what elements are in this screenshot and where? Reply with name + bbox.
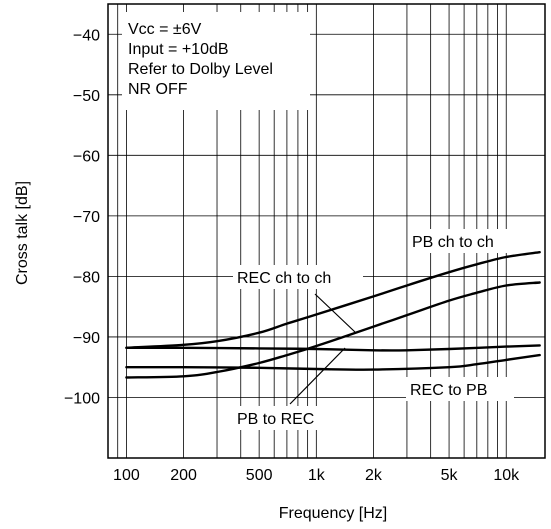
y-tick-label: −60 [73, 148, 100, 165]
y-tick-label: −50 [73, 88, 100, 105]
x-tick-label: 500 [246, 467, 273, 484]
plot-frame [107, 3, 546, 459]
condition-dolby: Refer to Dolby Level [128, 61, 273, 78]
x-tick-label: 2k [365, 467, 383, 484]
label-leader-lines [289, 293, 356, 405]
leader-pb-to-rec [289, 347, 346, 405]
x-axis-label: Frequency [Hz] [279, 505, 387, 522]
label-bg-pb-ch-to-ch [408, 229, 522, 253]
data-curves [125, 251, 541, 379]
condition-input: Input = +10dB [128, 41, 229, 58]
series-line-2 [125, 344, 541, 352]
series-line-3 [125, 353, 541, 371]
series-line-1 [125, 281, 541, 379]
label-rec-ch-to-ch: REC ch to ch [237, 270, 331, 287]
tick-labels: 100 200 500 1k 2k 5k 10k −40 −50 −60 −70 −80 −90 −100 [64, 27, 520, 484]
y-axis-label: Cross talk [dB] [14, 181, 31, 285]
label-bg-rec-ch-to-ch [233, 265, 363, 289]
x-tick-label: 100 [113, 467, 140, 484]
label-rec-to-pb: REC to PB [410, 382, 487, 399]
label-bg-rec-to-pb [406, 377, 514, 401]
condition-vcc: Vcc = ±6V [128, 21, 202, 38]
x-tick-label: 1k [308, 467, 326, 484]
label-pb-ch-to-ch: PB ch to ch [412, 234, 494, 251]
y-tick-label: −70 [73, 209, 100, 226]
x-tick-label: 200 [170, 467, 197, 484]
label-bg-pb-to-rec [233, 406, 341, 430]
y-tick-label: −90 [73, 330, 100, 347]
series-line-0 [125, 251, 541, 349]
y-tick-label: −40 [73, 27, 100, 44]
x-tick-label: 10k [493, 467, 520, 484]
y-tick-label: −80 [73, 269, 100, 286]
conditions-box [122, 12, 310, 110]
x-tick-label: 5k [441, 467, 459, 484]
condition-nr: NR OFF [128, 81, 188, 98]
leader-rec-ch-to-ch [314, 293, 356, 333]
y-tick-label: −100 [64, 390, 100, 407]
label-pb-to-rec: PB to REC [237, 411, 314, 428]
